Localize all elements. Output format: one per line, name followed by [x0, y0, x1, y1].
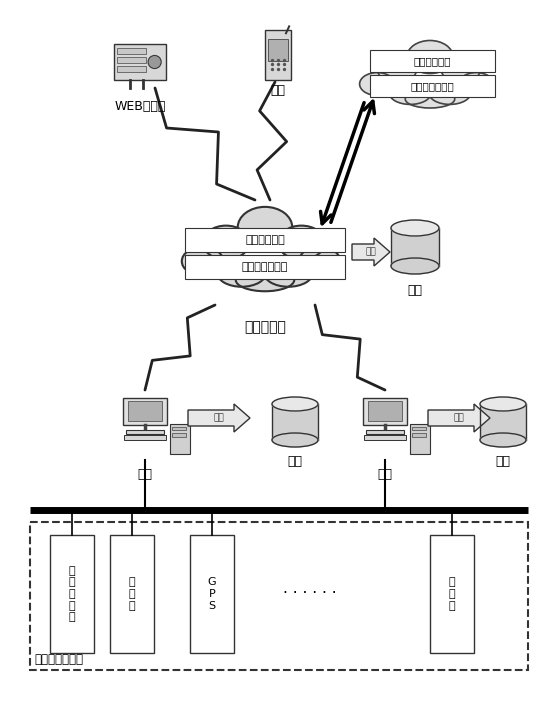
Bar [185, 255, 345, 279]
Bar [172, 434, 186, 437]
Ellipse shape [405, 90, 455, 108]
Text: 下位机监控设备: 下位机监控设备 [34, 653, 83, 666]
Bar [368, 401, 402, 422]
Bar [412, 434, 426, 437]
Text: 电
能
表: 电 能 表 [129, 577, 135, 611]
Bar [126, 430, 163, 434]
Ellipse shape [407, 40, 453, 73]
Bar [430, 535, 474, 653]
Text: 从机: 从机 [378, 468, 392, 481]
Ellipse shape [441, 56, 480, 82]
Bar [114, 44, 166, 80]
Ellipse shape [459, 73, 494, 95]
Ellipse shape [203, 226, 249, 259]
Text: 云存储服务端: 云存储服务端 [413, 56, 451, 66]
Bar [110, 535, 154, 653]
Ellipse shape [391, 258, 439, 274]
Ellipse shape [235, 269, 294, 291]
Polygon shape [352, 238, 390, 266]
Bar [117, 66, 146, 72]
Bar [370, 50, 495, 72]
Text: 存储: 存储 [454, 414, 464, 422]
Text: WEB服务器: WEB服务器 [114, 100, 166, 113]
Text: 手机: 手机 [271, 84, 286, 97]
Text: 主机: 主机 [137, 468, 152, 481]
Text: 发
电
机
保
护: 发 电 机 保 护 [69, 566, 75, 623]
Bar [170, 424, 190, 454]
Bar [391, 228, 439, 266]
Ellipse shape [359, 73, 395, 95]
Polygon shape [428, 404, 490, 432]
Ellipse shape [377, 56, 417, 82]
Bar [272, 404, 318, 440]
Polygon shape [188, 404, 250, 432]
Text: G
P
S: G P S [208, 577, 217, 611]
Ellipse shape [480, 433, 526, 447]
Bar [50, 535, 94, 653]
Text: 控制台系统: 控制台系统 [244, 320, 286, 334]
Ellipse shape [391, 220, 439, 236]
Bar [128, 401, 162, 422]
Ellipse shape [278, 226, 325, 259]
Text: · · · · · ·: · · · · · · [283, 587, 337, 601]
Ellipse shape [480, 397, 526, 411]
Ellipse shape [182, 247, 223, 276]
Bar [268, 39, 288, 61]
Bar [117, 57, 146, 63]
Ellipse shape [272, 397, 318, 411]
Bar [123, 398, 167, 425]
Ellipse shape [238, 207, 292, 248]
Bar [30, 522, 528, 670]
Bar [363, 398, 407, 425]
Text: 直
流
屏: 直 流 屏 [449, 577, 455, 611]
Bar [264, 30, 291, 80]
Text: 存储: 存储 [365, 247, 377, 257]
Ellipse shape [272, 433, 318, 447]
Ellipse shape [217, 258, 266, 287]
Bar [117, 48, 146, 54]
Bar [480, 404, 526, 440]
Bar [412, 427, 426, 430]
Bar [185, 228, 345, 252]
Text: 数据: 数据 [407, 284, 422, 297]
Text: 云存储控制节点: 云存储控制节点 [410, 81, 454, 91]
Ellipse shape [264, 258, 313, 287]
Ellipse shape [429, 82, 471, 104]
Circle shape [148, 56, 161, 68]
Text: 数据: 数据 [287, 455, 302, 468]
Bar [172, 427, 186, 430]
Ellipse shape [389, 82, 431, 104]
Text: 云存储服务端: 云存储服务端 [245, 235, 285, 245]
Bar [364, 435, 406, 441]
Text: 存储: 存储 [214, 414, 224, 422]
Text: 云存储控制节点: 云存储控制节点 [242, 262, 288, 272]
Bar [410, 424, 430, 454]
Bar [190, 535, 234, 653]
Bar [370, 75, 495, 97]
Text: 数据: 数据 [496, 455, 511, 468]
Bar [124, 435, 166, 441]
Bar [366, 430, 404, 434]
Ellipse shape [299, 247, 340, 276]
